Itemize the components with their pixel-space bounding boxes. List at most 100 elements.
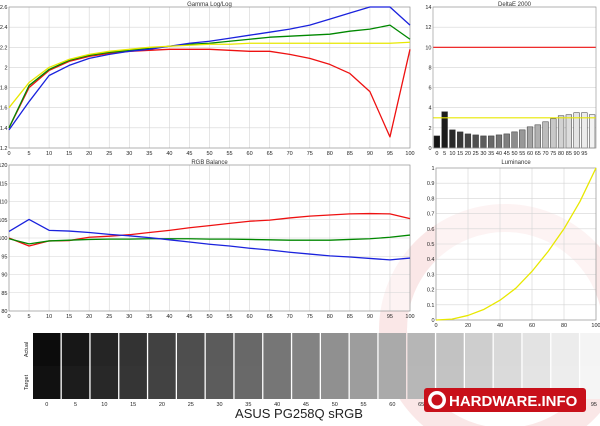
x-tick-label: 25 xyxy=(473,151,479,157)
footer-title: ASUS PG258Q sRGB xyxy=(235,406,363,421)
y-tick-label: 2 xyxy=(428,126,431,132)
deltae-bar xyxy=(534,124,541,149)
target-swatch xyxy=(349,366,378,399)
actual-swatch xyxy=(292,333,320,366)
x-tick-label: 45 xyxy=(186,314,192,320)
x-tick-label: 55 xyxy=(226,151,232,157)
actual-swatch xyxy=(119,333,147,366)
y-tick-label: 0 xyxy=(428,146,431,152)
grayscale-label: 10 xyxy=(101,402,107,408)
x-tick-label: 25 xyxy=(106,314,112,320)
actual-swatch xyxy=(177,333,205,366)
x-tick-label: 60 xyxy=(247,314,253,320)
actual-swatch xyxy=(90,333,119,366)
x-tick-label: 15 xyxy=(66,151,72,157)
x-tick-label: 70 xyxy=(287,151,293,157)
x-tick-label: 85 xyxy=(347,151,353,157)
y-tick-label: 1 xyxy=(431,166,434,172)
x-tick-label: 65 xyxy=(267,314,273,320)
y-tick-label: 0.8 xyxy=(427,196,435,202)
deltae-bar xyxy=(433,135,441,149)
y-tick-label: 4 xyxy=(428,106,431,112)
gamma-chart: 1.2 1.4 1.6 1.8 2 2.2 2.4 2.6 0 5 10 15 20 25 30 35 40 45… xyxy=(0,2,415,157)
target-swatch xyxy=(205,366,234,399)
deltae-bar xyxy=(542,121,549,149)
actual-swatch xyxy=(321,333,349,366)
x-tick-label: 0 xyxy=(7,314,10,320)
actual-swatch xyxy=(580,333,600,366)
series-line-1 xyxy=(8,24,411,129)
deltae-bar xyxy=(457,131,464,149)
series-line-0 xyxy=(8,48,411,138)
actual-swatch xyxy=(205,333,234,366)
x-tick-label: 65 xyxy=(535,151,541,157)
x-tick-label: 95 xyxy=(387,314,393,320)
chart-title: Gamma Log/Log xyxy=(187,2,232,8)
y-tick-label: 115 xyxy=(0,181,8,187)
x-tick-label: 40 xyxy=(497,323,503,329)
plot-frame xyxy=(432,6,597,149)
logo-text: HARDWARE.INFO xyxy=(449,393,578,410)
target-swatch xyxy=(119,366,147,399)
target-swatch xyxy=(234,366,263,399)
chart-title: Luminance xyxy=(501,160,531,166)
series-line-2 xyxy=(8,6,411,131)
chart-title: RGB Balance xyxy=(191,160,228,166)
x-tick-label: 40 xyxy=(496,151,502,157)
x-tick-label: 55 xyxy=(226,314,232,320)
actual-swatch xyxy=(522,333,551,366)
x-tick-label: 20 xyxy=(465,151,471,157)
y-tick-label: 1.8 xyxy=(0,86,8,92)
y-tick-label: 1.2 xyxy=(0,146,8,152)
chart-title: DeltaE 2000 xyxy=(498,2,532,8)
x-tick-label: 35 xyxy=(146,314,152,320)
y-tick-label: 85 xyxy=(1,291,7,297)
deltae-bar xyxy=(550,118,557,149)
y-tick-label: 0.1 xyxy=(427,303,435,309)
actual-swatch xyxy=(349,333,378,366)
actual-swatch xyxy=(61,333,90,366)
x-tick-label: 55 xyxy=(519,151,525,157)
deltae-bar xyxy=(565,114,572,149)
deltae-bar xyxy=(588,114,596,149)
x-tick-label: 50 xyxy=(511,151,517,157)
deltae-bar xyxy=(480,135,487,149)
deltae-bar xyxy=(526,126,534,149)
x-tick-label: 20 xyxy=(86,151,92,157)
x-tick-label: 70 xyxy=(287,314,293,320)
grayscale-label: 45 xyxy=(303,402,309,408)
x-tick-label: 75 xyxy=(307,151,313,157)
target-swatch xyxy=(263,366,291,399)
plot-frame xyxy=(8,6,411,149)
y-tick-label: 10 xyxy=(425,45,431,51)
actual-swatch xyxy=(234,333,263,366)
actual-swatch xyxy=(551,333,579,366)
grayscale-label: 25 xyxy=(188,402,194,408)
x-tick-label: 80 xyxy=(561,323,567,329)
x-tick-label: 85 xyxy=(347,314,353,320)
hardware-info-logo: HARDWARE.INFO xyxy=(424,388,586,412)
x-tick-label: 35 xyxy=(146,151,152,157)
x-tick-label: 15 xyxy=(457,151,463,157)
x-tick-label: 60 xyxy=(247,151,253,157)
deltae-bar xyxy=(557,115,565,149)
x-tick-label: 5 xyxy=(28,314,31,320)
x-tick-label: 45 xyxy=(186,151,192,157)
grayscale-label: 40 xyxy=(274,402,280,408)
x-tick-label: 95 xyxy=(581,151,587,157)
grayscale-label: 95 xyxy=(591,402,597,408)
series-line-0 xyxy=(435,167,597,321)
x-tick-label: 50 xyxy=(206,151,212,157)
actual-swatch xyxy=(263,333,291,366)
x-tick-label: 85 xyxy=(566,151,572,157)
actual-swatch xyxy=(407,333,435,366)
x-tick-label: 90 xyxy=(367,151,373,157)
y-tick-label: 0.6 xyxy=(427,227,435,233)
x-tick-label: 80 xyxy=(558,151,564,157)
y-tick-label: 0.3 xyxy=(427,272,435,278)
x-tick-label: 80 xyxy=(327,151,333,157)
actual-swatch xyxy=(33,333,61,366)
series-line-2 xyxy=(8,218,411,261)
y-tick-label: 1.6 xyxy=(0,106,8,112)
y-tick-label: 0.4 xyxy=(427,257,435,263)
